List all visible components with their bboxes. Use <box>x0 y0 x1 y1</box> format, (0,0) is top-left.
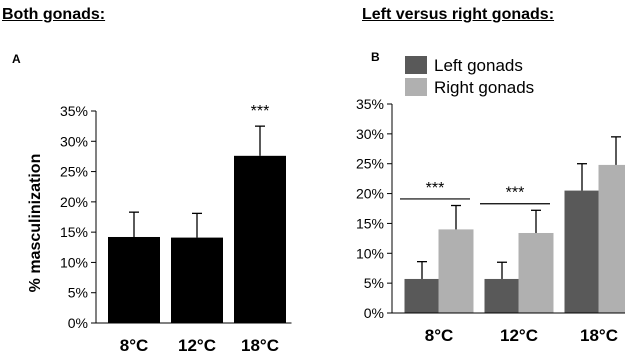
panel-b-bar <box>404 278 440 313</box>
panel-a-category-label: 18°C <box>241 336 279 355</box>
panel-b-ytick-label: 5% <box>364 275 384 291</box>
panel-b-ytick-label: 20% <box>356 186 384 202</box>
panel-b-bar <box>598 164 625 313</box>
panel-a-ytick-label: 30% <box>60 133 88 149</box>
panel-b-legend-label: Right gonads <box>434 78 534 97</box>
panel-b-category-label: 18°C <box>580 326 618 345</box>
panel-a-ytick-label: 25% <box>60 164 88 180</box>
panel-b-ytick-label: 30% <box>356 126 384 142</box>
panel-a-category-label: 12°C <box>178 336 216 355</box>
panel-b-significance-label: *** <box>506 185 525 202</box>
panel-a-bar <box>234 155 286 323</box>
panel-a-y-axis-label: % masculinization <box>27 154 44 293</box>
panel-b-ytick-label: 0% <box>364 305 384 321</box>
panel-a-ytick-label: 15% <box>60 224 88 240</box>
panel-b-ytick-label: 25% <box>356 156 384 172</box>
panel-a-ytick-label: 10% <box>60 254 88 270</box>
panel-a-ytick-label: 35% <box>60 103 88 119</box>
panel-b-ytick-label: 10% <box>356 245 384 261</box>
panel-b-category-label: 12°C <box>500 326 538 345</box>
panel-b-ytick-label: 15% <box>356 215 384 231</box>
panel-b-bar <box>564 190 600 313</box>
heading-both-gonads: Both gonads: <box>2 6 106 23</box>
panel-b-significance-label: *** <box>426 180 445 197</box>
panel-b-legend-swatch <box>405 78 427 96</box>
panel-b-legend-swatch <box>405 56 427 74</box>
panel-a-ytick-label: 0% <box>68 315 88 331</box>
panel-b-letter: B <box>371 50 380 64</box>
panel-a-ytick-label: 5% <box>68 285 88 301</box>
panel-b-bar <box>484 278 520 313</box>
panel-a-category-label: 8°C <box>120 336 149 355</box>
panel-b-bar <box>438 229 474 313</box>
panel-b-category-label: 8°C <box>425 326 454 345</box>
panel-b-legend-label: Left gonads <box>434 56 523 75</box>
panel-b-bar <box>518 232 554 313</box>
panel-a-letter: A <box>12 52 21 66</box>
panel-a-bar <box>108 236 160 323</box>
panel-a-significance-label: *** <box>251 103 270 120</box>
panel-a-bar <box>171 237 223 323</box>
heading-left-vs-right: Left versus right gonads: <box>362 6 555 23</box>
panel-a-ytick-label: 20% <box>60 194 88 210</box>
panel-b-ytick-label: 35% <box>356 96 384 112</box>
